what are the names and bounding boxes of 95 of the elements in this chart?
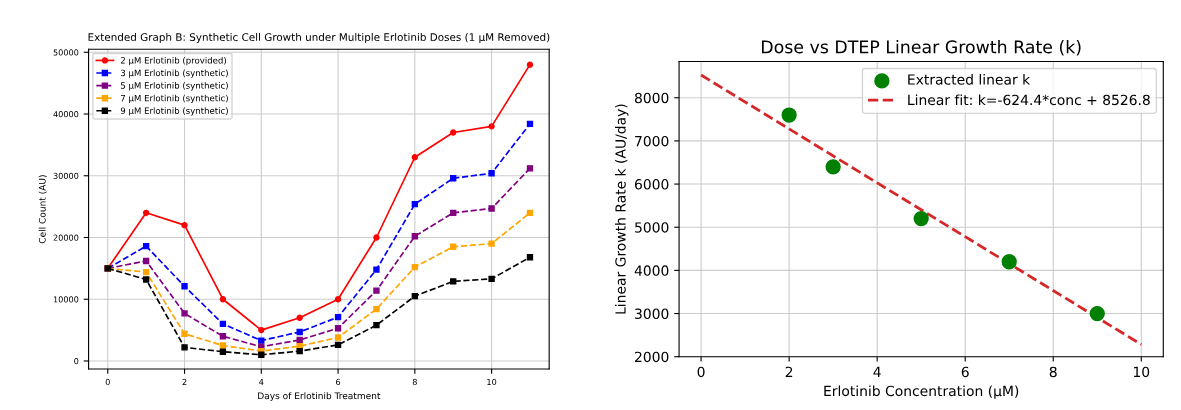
- point: [296, 328, 303, 336]
- point: [781, 107, 797, 123]
- point: [258, 326, 265, 334]
- point: [181, 283, 188, 290]
- legend-label: 5 µM Erlotinib (synthetic): [120, 82, 228, 91]
- x-tick-label: 8: [412, 378, 417, 386]
- point: [296, 347, 303, 355]
- point: [181, 344, 188, 351]
- point: [334, 296, 342, 303]
- point: [296, 314, 303, 321]
- y-tick-label: 30000: [53, 172, 79, 179]
- y-tick-label: 4000: [634, 265, 669, 276]
- point: [334, 313, 342, 321]
- x-tick-label: 4: [259, 378, 264, 385]
- x-tick-label: 6: [961, 366, 969, 378]
- point: [526, 254, 534, 261]
- point: [142, 242, 150, 250]
- legend-label: 2 µM Erlotinib (provided): [120, 56, 226, 66]
- x-tick-label: 10: [487, 378, 497, 386]
- point: [219, 296, 227, 303]
- point: [1089, 305, 1105, 322]
- point: [411, 292, 419, 300]
- y-tick-label: 40000: [53, 111, 79, 118]
- y-tick-label: 5000: [635, 222, 669, 233]
- point: [373, 266, 380, 273]
- x-tick-label: 8: [1049, 366, 1057, 378]
- x-tick-label: 2: [182, 378, 187, 385]
- point: [219, 342, 227, 349]
- point: [296, 336, 303, 344]
- point: [219, 320, 227, 328]
- point: [373, 287, 380, 294]
- point: [334, 341, 342, 349]
- x-tick-label: 2: [785, 366, 793, 377]
- x-tick-label: 0: [697, 366, 705, 378]
- point: [142, 257, 150, 265]
- point: [219, 348, 227, 355]
- point: [450, 278, 457, 285]
- point: [142, 209, 150, 216]
- x-tick-label: 6: [336, 378, 341, 386]
- point: [411, 233, 419, 240]
- point: [258, 351, 265, 358]
- y-tick-label: 7000: [635, 135, 669, 147]
- point: [450, 209, 457, 216]
- point: [913, 210, 929, 227]
- point: [488, 240, 495, 247]
- legend-label: Extracted linear k: [908, 74, 1031, 85]
- point: [526, 61, 534, 68]
- y-tick-label: 6000: [634, 179, 669, 190]
- legend-label: 7 µM Erlotinib (synthetic): [121, 94, 228, 103]
- point: [411, 200, 419, 208]
- x-tick-label: 0: [105, 378, 110, 386]
- point: [181, 310, 188, 317]
- legend-label: 9 µM Erlotinib (synthetic): [120, 107, 228, 116]
- point: [411, 263, 419, 271]
- point: [1001, 254, 1017, 270]
- point: [526, 209, 534, 216]
- point: [825, 159, 841, 175]
- point: [411, 154, 419, 161]
- y-tick-label: 20000: [53, 234, 79, 241]
- y-tick-label: 2000: [635, 351, 669, 363]
- x-tick-label: 4: [873, 366, 881, 377]
- x-axis-title: Erlotinib Concentration (µM): [824, 385, 1019, 399]
- point: [258, 337, 265, 344]
- point: [488, 170, 495, 177]
- x-tick-label: 10: [1133, 366, 1150, 378]
- point: [488, 205, 495, 212]
- y-tick-label: 10000: [53, 296, 79, 303]
- point: [526, 165, 534, 172]
- y-tick-label: 50000: [53, 49, 79, 56]
- point: [488, 123, 495, 130]
- point: [450, 129, 457, 136]
- point: [219, 333, 227, 340]
- point: [373, 234, 380, 241]
- x-axis-title: Days of Erlotinib Treatment: [258, 392, 381, 401]
- point: [373, 321, 380, 329]
- y-axis-title: Linear Growth Rate k (AU/day): [615, 104, 629, 314]
- chart-title: Dose vs DTEP Linear Growth Rate (k): [762, 39, 1081, 56]
- legend-label: 3 µM Erlotinib (synthetic): [120, 69, 228, 78]
- point: [488, 275, 495, 283]
- y-tick-label: 0: [74, 358, 79, 365]
- point: [142, 268, 150, 276]
- point: [181, 330, 188, 337]
- point: [142, 276, 150, 283]
- point: [334, 325, 342, 332]
- point: [181, 221, 188, 229]
- point: [450, 175, 457, 182]
- point: [526, 120, 534, 128]
- point: [450, 243, 457, 250]
- chart-title: Extended Graph B: Synthetic Cell Growth under Multiple Erlotinib Doses (1 µM Removed): [88, 32, 550, 44]
- legend-label: Linear fit: k=-624.4*conc + 8526.8: [908, 94, 1150, 106]
- y-axis-title: Cell Count (AU): [38, 175, 47, 244]
- point: [373, 305, 380, 313]
- point: [334, 334, 342, 341]
- y-tick-label: 3000: [635, 308, 669, 320]
- y-tick-label: 8000: [634, 92, 669, 104]
